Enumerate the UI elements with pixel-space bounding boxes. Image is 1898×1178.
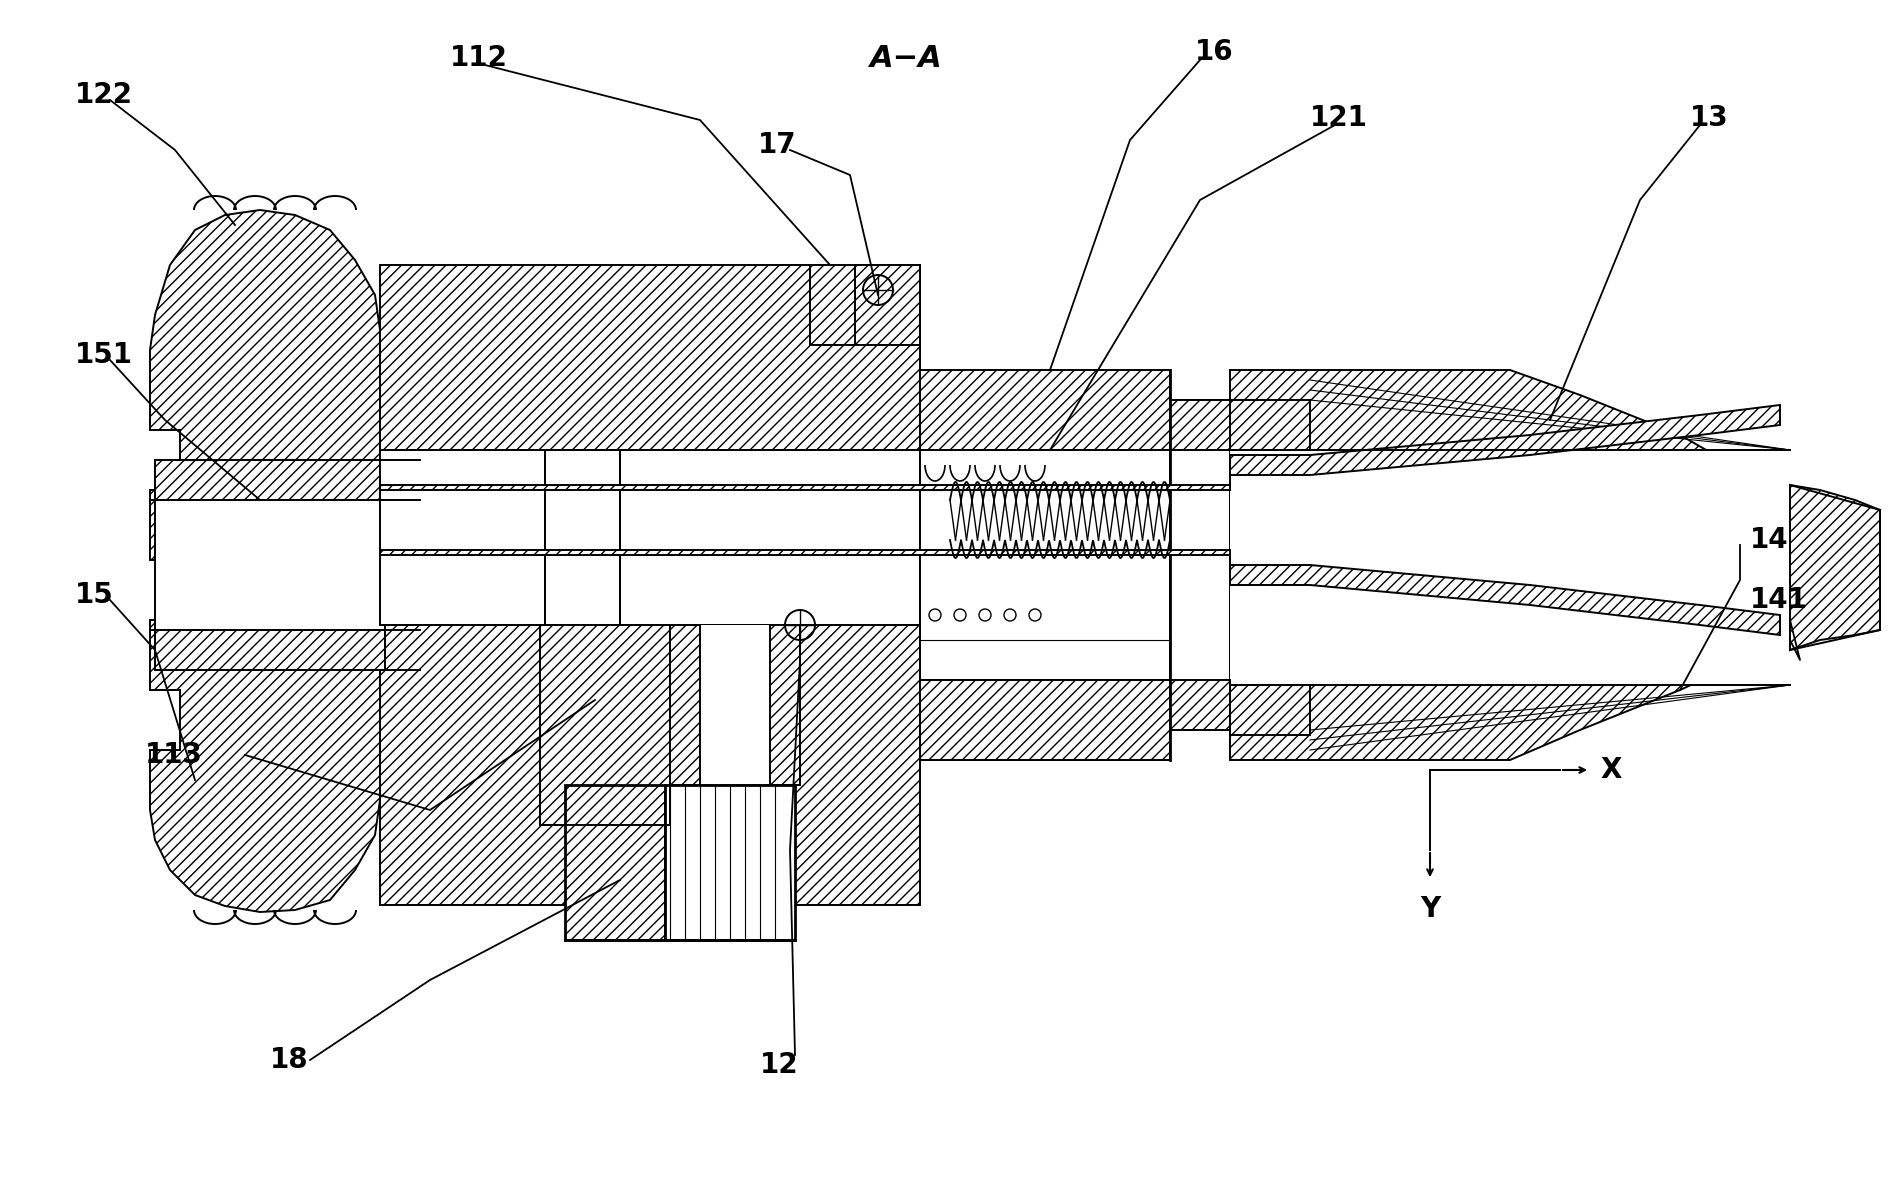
Bar xyxy=(700,626,769,785)
Bar xyxy=(156,459,385,670)
Bar xyxy=(1230,684,1310,735)
Bar xyxy=(810,265,854,345)
Polygon shape xyxy=(380,550,1778,635)
Text: X: X xyxy=(1600,756,1621,785)
Bar xyxy=(670,626,799,785)
Text: 112: 112 xyxy=(450,44,507,72)
Bar xyxy=(919,680,1169,760)
Bar xyxy=(664,785,795,940)
Polygon shape xyxy=(380,265,949,905)
Polygon shape xyxy=(380,405,1778,490)
Bar xyxy=(1230,401,1310,450)
Text: Y: Y xyxy=(1420,895,1439,924)
Text: 18: 18 xyxy=(270,1046,309,1074)
Text: 151: 151 xyxy=(74,340,133,369)
Text: 141: 141 xyxy=(1750,585,1807,614)
Text: 17: 17 xyxy=(757,131,795,159)
Bar xyxy=(1169,680,1230,730)
Text: 12: 12 xyxy=(759,1051,799,1079)
Bar xyxy=(566,785,664,940)
Bar xyxy=(156,459,385,499)
Text: 15: 15 xyxy=(74,581,114,609)
Bar xyxy=(1169,401,1230,450)
Text: A−A: A−A xyxy=(869,44,941,73)
Bar xyxy=(380,450,919,626)
Bar xyxy=(545,450,619,626)
Bar xyxy=(1230,450,1790,684)
Bar xyxy=(919,370,1169,450)
Text: 14: 14 xyxy=(1750,527,1788,554)
Bar xyxy=(156,630,385,670)
Text: 113: 113 xyxy=(144,741,203,769)
Text: 122: 122 xyxy=(74,81,133,110)
Polygon shape xyxy=(1230,370,1790,760)
Text: 13: 13 xyxy=(1689,104,1727,132)
Bar xyxy=(919,450,1169,680)
Polygon shape xyxy=(1790,485,1879,650)
Text: 121: 121 xyxy=(1310,104,1367,132)
Polygon shape xyxy=(150,210,419,912)
Text: 16: 16 xyxy=(1194,38,1234,66)
Bar xyxy=(854,265,919,345)
Bar xyxy=(539,626,670,825)
